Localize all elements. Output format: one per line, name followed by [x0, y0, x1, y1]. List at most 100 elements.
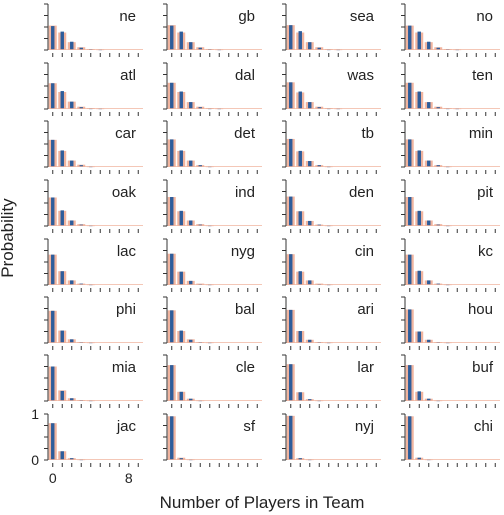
bar-observed-den-2 [308, 220, 312, 226]
bar-observed-no-3 [436, 47, 440, 50]
panel-title-mia: mia [112, 359, 137, 376]
panel-phi: phi [44, 296, 143, 350]
panel-title-phi: phi [116, 301, 136, 318]
bar-observed-buf-2 [427, 398, 431, 401]
bar-observed-ind-1 [179, 210, 183, 226]
bar-observed-lac-2 [70, 280, 74, 285]
bar-observed-ind-2 [189, 220, 193, 226]
panel-title-den: den [349, 184, 374, 201]
bar-observed-cin-1 [298, 271, 302, 285]
bar-observed-was-2 [308, 102, 312, 109]
panel-buf: buf [401, 354, 500, 408]
bar-observed-tb-3 [317, 165, 321, 167]
bar-observed-sf-1 [179, 458, 183, 460]
panel-sf: sf [163, 413, 262, 467]
panel-no: no [401, 3, 500, 57]
bar-observed-was-3 [317, 107, 321, 109]
panel-title-tb: tb [361, 125, 374, 142]
bar-observed-det-2 [189, 160, 193, 167]
bar-observed-lar-2 [308, 399, 312, 401]
bar-observed-jac-2 [70, 458, 74, 460]
bar-observed-ten-0 [408, 82, 412, 109]
bar-observed-ten-3 [436, 107, 440, 109]
bar-observed-cin-2 [308, 280, 312, 285]
bar-observed-atl-3 [79, 107, 83, 109]
bar-observed-nyj-0 [289, 415, 293, 460]
x-tick-label-8: 8 [125, 470, 133, 486]
bar-observed-pit-2 [427, 220, 431, 226]
panel-title-pit: pit [477, 184, 494, 201]
bar-observed-det-3 [198, 165, 202, 167]
bar-observed-car-2 [70, 160, 74, 167]
bar-observed-phi-1 [60, 330, 64, 343]
panel-oak: oak [44, 179, 143, 233]
bar-observed-lac-1 [60, 271, 64, 285]
panel-title-atl: atl [120, 67, 136, 84]
bar-observed-car-3 [79, 165, 83, 167]
bar-observed-kc-2 [427, 280, 431, 285]
panel-title-nyj: nyj [355, 418, 374, 435]
bar-observed-det-0 [170, 139, 174, 167]
bar-observed-lac-0 [51, 254, 55, 285]
bar-observed-mia-1 [60, 390, 64, 401]
panel-title-nyg: nyg [231, 243, 255, 260]
bar-observed-ari-0 [289, 309, 293, 343]
bar-observed-kc-1 [417, 270, 421, 285]
bar-observed-pit-0 [408, 197, 412, 226]
panel-jac: jac 1 00 8 [31, 406, 143, 486]
panel-title-sea: sea [350, 8, 375, 25]
bar-observed-no-0 [408, 25, 412, 50]
panel-ari: ari [282, 296, 381, 350]
y-axis-label: Probability [0, 198, 17, 278]
panel-ne: ne [44, 3, 143, 57]
bar-observed-oak-2 [70, 220, 74, 226]
panel-grid: ne gb sea no atl dal was ten car det tb min oak ind de… [31, 3, 500, 486]
bar-observed-nyg-2 [189, 280, 193, 285]
bar-observed-nyj-1 [298, 458, 302, 460]
bar-observed-buf-1 [417, 391, 421, 401]
bar-observed-pit-1 [417, 210, 421, 226]
bar-observed-cin-0 [289, 254, 293, 285]
panel-title-kc: kc [478, 243, 494, 260]
bar-observed-mia-0 [51, 366, 55, 401]
bar-observed-sea-3 [317, 47, 321, 50]
bar-observed-sea-2 [308, 42, 312, 50]
y-tick-label-top: 1 [31, 406, 39, 422]
panel-pit: pit [401, 179, 500, 233]
panel-title-min: min [469, 125, 493, 142]
panel-title-bal: bal [235, 301, 255, 318]
bar-observed-sea-1 [298, 31, 302, 50]
bar-observed-dal-1 [179, 91, 183, 109]
bar-observed-ten-1 [417, 91, 421, 109]
bar-observed-dal-3 [198, 107, 202, 109]
bar-observed-was-1 [298, 91, 302, 109]
panel-was: was [282, 62, 381, 116]
bar-observed-bal-1 [179, 330, 183, 343]
panel-gb: gb [163, 3, 262, 57]
panel-kc: kc [401, 238, 500, 292]
bar-observed-jac-1 [60, 451, 64, 460]
bar-observed-cle-1 [179, 391, 183, 401]
bar-observed-oak-1 [60, 210, 64, 226]
panel-dal: dal [163, 62, 262, 116]
bar-observed-ten-2 [427, 102, 431, 109]
bar-observed-dal-0 [170, 82, 174, 109]
bar-observed-nyg-0 [170, 253, 174, 285]
bar-observed-min-0 [408, 139, 412, 167]
bar-observed-no-1 [417, 31, 421, 50]
bar-observed-tb-0 [289, 138, 293, 167]
bar-observed-bal-2 [189, 339, 193, 343]
bar-observed-kc-0 [408, 254, 412, 285]
panel-title-gb: gb [238, 8, 255, 25]
panel-cle: cle [163, 354, 262, 408]
panel-tb: tb [282, 120, 381, 174]
panel-title-chi: chi [474, 418, 493, 435]
panel-cin: cin [282, 238, 381, 292]
bar-observed-ne-1 [60, 31, 64, 50]
panel-title-lac: lac [117, 243, 137, 260]
bar-observed-ind-0 [170, 197, 174, 226]
bar-observed-gb-1 [179, 31, 183, 50]
bar-observed-hou-2 [427, 339, 431, 343]
panel-sea: sea [282, 3, 381, 57]
bar-observed-phi-0 [51, 310, 55, 343]
